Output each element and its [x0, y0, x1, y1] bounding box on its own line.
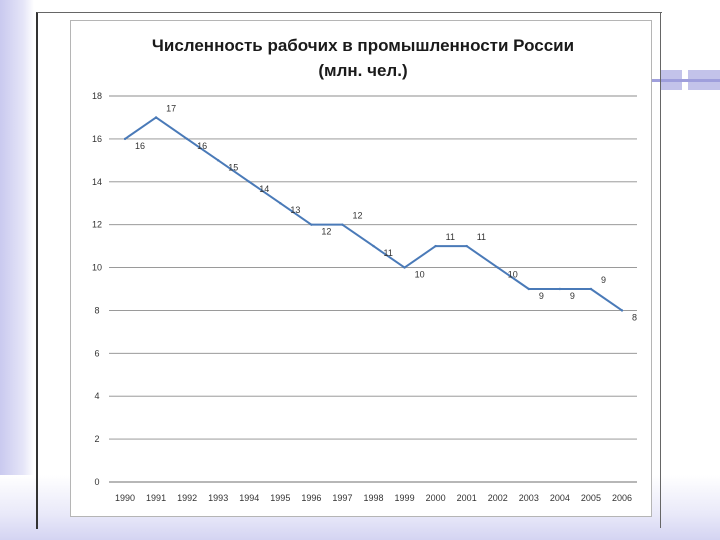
x-tick-label: 1991	[146, 493, 166, 503]
x-tick-label: 1995	[270, 493, 290, 503]
chart-title: Численность рабочих в промышленности Рос…	[100, 33, 626, 83]
y-tick-label: 6	[94, 348, 99, 358]
background-gradient-left	[0, 0, 34, 540]
y-tick-label: 0	[94, 477, 99, 487]
x-tick-label: 2003	[519, 493, 539, 503]
y-tick-label: 4	[94, 391, 99, 401]
data-point	[465, 244, 468, 248]
data-point	[185, 137, 189, 141]
data-point	[372, 244, 375, 248]
data-label: 13	[290, 205, 300, 215]
data-point	[558, 287, 562, 291]
data-label: 16	[197, 141, 207, 151]
data-point	[341, 223, 344, 226]
data-point	[496, 266, 499, 269]
data-label: 12	[321, 227, 331, 237]
data-label: 9	[539, 291, 544, 301]
y-tick-label: 18	[92, 91, 102, 101]
data-label: 14	[259, 184, 269, 194]
data-label: 16	[135, 141, 145, 151]
data-label: 9	[601, 275, 606, 285]
x-tick-label: 2005	[581, 493, 601, 503]
x-tick-label: 2004	[550, 493, 570, 503]
data-label: 11	[384, 248, 393, 258]
chart-title-line2: (млн. чел.)	[318, 61, 408, 80]
slide-frame	[36, 12, 662, 529]
data-point	[279, 202, 282, 205]
data-label: 8	[632, 312, 637, 322]
x-tick-label: 1990	[115, 493, 135, 503]
data-label: 15	[228, 162, 238, 172]
data-point	[434, 244, 437, 248]
x-tick-label: 2002	[488, 493, 508, 503]
data-point	[248, 180, 251, 183]
data-label: 9	[570, 291, 575, 301]
x-tick-label: 1998	[363, 493, 383, 503]
y-tick-label: 16	[92, 134, 102, 144]
data-label: 12	[352, 211, 362, 221]
x-tick-label: 1997	[332, 493, 352, 503]
data-label: 11	[446, 232, 455, 242]
y-tick-label: 12	[92, 220, 102, 230]
x-tick-label: 1994	[239, 493, 259, 503]
x-tick-label: 1993	[208, 493, 228, 503]
decorative-line	[640, 79, 720, 82]
x-tick-label: 2001	[457, 493, 477, 503]
y-tick-label: 14	[92, 177, 102, 187]
data-point	[310, 223, 313, 226]
x-tick-label: 1999	[395, 493, 415, 503]
data-point	[216, 159, 220, 162]
x-tick-label: 2000	[426, 493, 446, 503]
y-tick-label: 8	[94, 305, 99, 315]
data-label: 10	[415, 270, 425, 280]
data-point	[154, 116, 158, 119]
x-tick-label: 2006	[612, 493, 632, 503]
chart-title-line1: Численность рабочих в промышленности Рос…	[151, 36, 575, 55]
data-point	[123, 137, 127, 141]
data-label: 17	[166, 103, 176, 113]
chart-panel	[70, 20, 652, 517]
y-tick-label: 10	[92, 263, 102, 273]
slide-frame-right-edge	[660, 12, 661, 528]
y-tick-label: 2	[94, 434, 99, 444]
data-label: 11	[477, 232, 486, 242]
data-point	[589, 287, 593, 291]
x-tick-label: 1992	[177, 493, 197, 503]
data-label: 10	[508, 270, 518, 280]
data-point	[620, 309, 624, 312]
x-tick-label: 1996	[301, 493, 321, 503]
data-point	[403, 266, 406, 269]
data-point	[527, 287, 531, 291]
